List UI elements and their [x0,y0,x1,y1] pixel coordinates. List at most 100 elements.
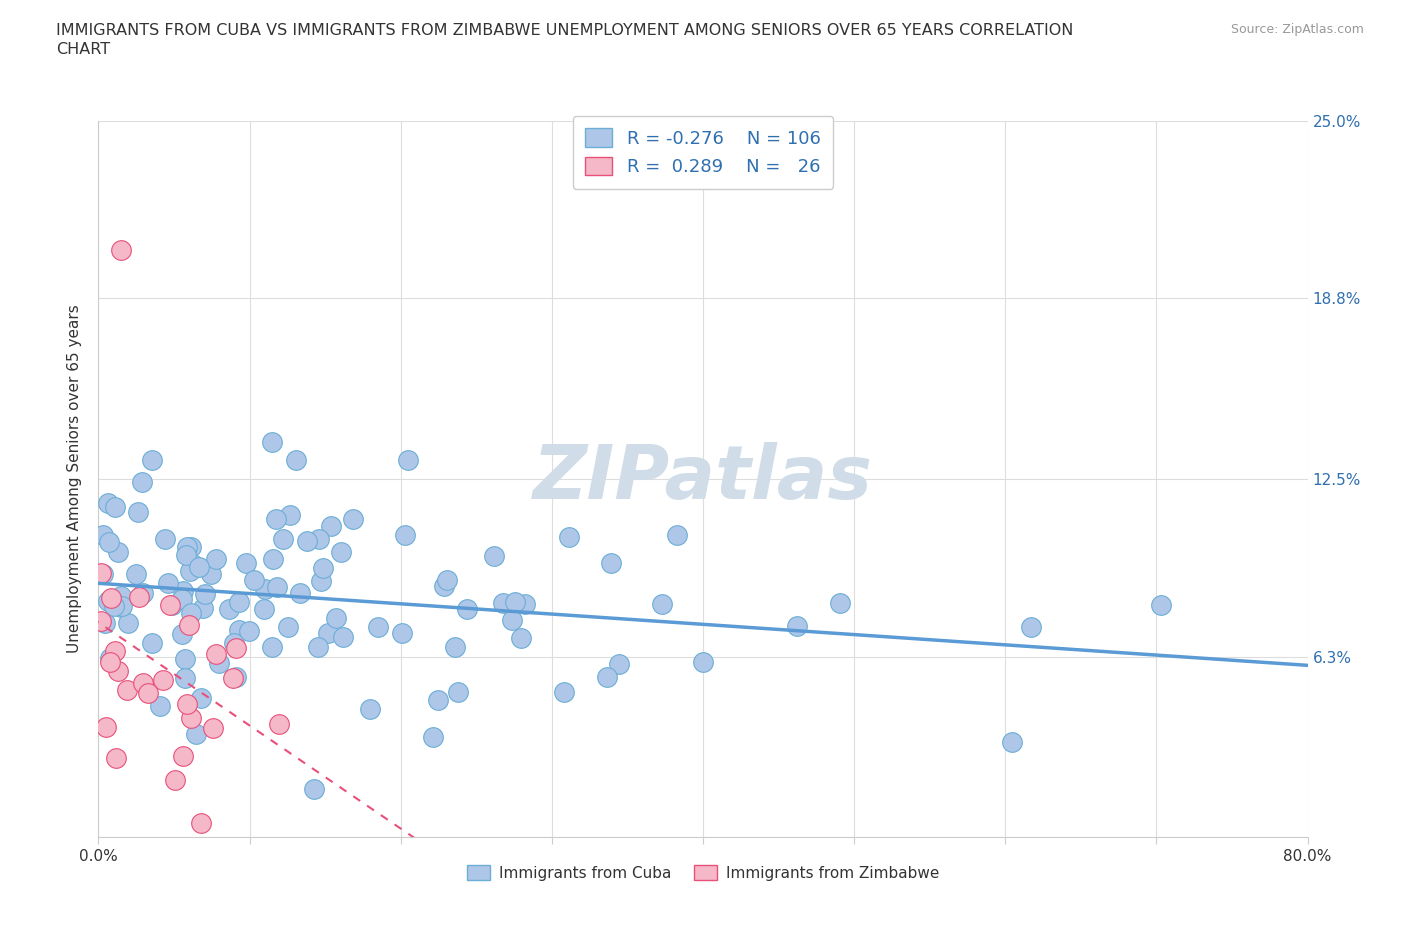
Point [228,594,250,609]
Point [359,702,381,717]
Point [100,591,122,605]
Point [183,558,205,573]
Point [91,527,114,542]
Point [596,670,619,684]
Point [444,639,467,654]
Point [273,532,295,547]
Point [187,560,209,575]
Point [98,650,121,665]
Point [98,535,121,550]
Point [501,613,523,628]
Point [228,622,250,637]
Point [184,726,207,741]
Point [204,551,226,566]
Point [235,556,257,571]
Point [342,512,364,526]
Point [180,606,202,621]
Point [190,690,212,705]
Point [97,496,120,511]
Point [447,684,470,699]
Point [176,539,198,554]
Legend: Immigrants from Cuba, Immigrants from Zimbabwe: Immigrants from Cuba, Immigrants from Zi… [461,858,945,886]
Point [692,655,714,670]
Point [312,561,335,576]
Point [97,593,120,608]
Point [308,531,330,546]
Point [127,504,149,519]
Point [128,590,150,604]
Point [224,636,246,651]
Point [104,644,127,658]
Point [330,545,353,560]
Point [218,602,240,617]
Point [295,534,318,549]
Point [172,749,194,764]
Point [179,564,201,578]
Point [394,528,416,543]
Point [194,587,217,602]
Point [93,616,115,631]
Point [160,598,183,613]
Point [557,529,579,544]
Point [1019,619,1042,634]
Point [103,599,125,614]
Point [225,670,247,684]
Point [177,618,200,632]
Point [503,594,526,609]
Point [141,452,163,467]
Point [172,584,194,599]
Text: ZIPatlas: ZIPatlas [533,443,873,515]
Point [253,602,276,617]
Point [600,556,623,571]
Point [288,585,311,600]
Point [202,720,225,735]
Point [208,655,231,670]
Point [264,512,287,526]
Point [222,671,245,685]
Point [155,532,177,547]
Point [117,615,139,630]
Point [111,599,134,614]
Point [165,773,187,788]
Point [225,641,247,656]
Point [176,697,198,711]
Point [319,518,342,533]
Point [302,782,325,797]
Point [94,720,117,735]
Point [190,816,212,830]
Point [93,566,115,581]
Point [157,576,180,591]
Point [309,573,332,588]
Point [1149,598,1171,613]
Point [391,625,413,640]
Point [107,664,129,679]
Point [152,672,174,687]
Point [260,640,283,655]
Point [786,618,808,633]
Point [174,652,197,667]
Point [433,578,456,593]
Point [205,646,228,661]
Point [269,717,291,732]
Point [110,589,132,604]
Point [277,619,299,634]
Point [482,549,505,564]
Point [180,711,202,725]
Point [254,582,277,597]
Point [124,566,146,581]
Point [307,639,329,654]
Point [200,566,222,581]
Point [316,625,339,640]
Point [172,591,194,606]
Point [396,453,419,468]
Point [149,698,172,713]
Point [115,683,138,698]
Point [110,243,132,258]
Point [422,730,444,745]
Point [131,675,153,690]
Point [104,500,127,515]
Point [90,614,112,629]
Point [325,611,347,626]
Point [284,452,307,467]
Point [666,527,689,542]
